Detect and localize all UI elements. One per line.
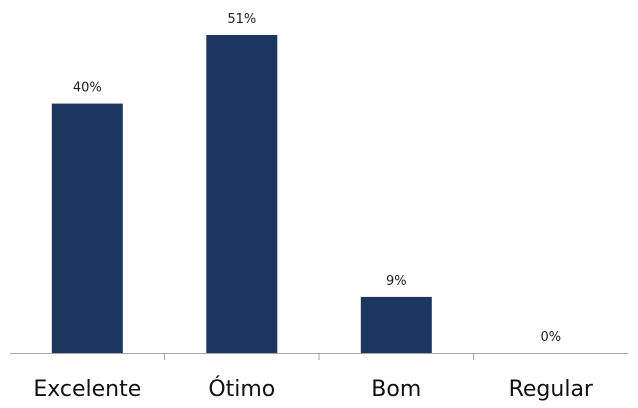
- bar-excelente: [51, 103, 123, 353]
- value-label-otimo: 51%: [227, 12, 256, 27]
- category-label-regular: Regular: [509, 377, 594, 402]
- value-labels-group: 40% 51% 9% 0%: [73, 12, 561, 345]
- category-label-excelente: Excelente: [33, 377, 141, 402]
- value-label-regular: 0%: [540, 330, 561, 345]
- x-axis-ticks-group: [164, 353, 474, 360]
- category-label-otimo: Ótimo: [208, 376, 275, 402]
- category-label-bom: Bom: [371, 377, 421, 402]
- bars-group: [51, 35, 432, 353]
- bar-bom: [360, 296, 432, 353]
- bar-otimo: [206, 35, 278, 353]
- category-labels-group: Excelente Ótimo Bom Regular: [33, 376, 594, 402]
- value-label-bom: 9%: [386, 274, 407, 289]
- value-label-excelente: 40%: [73, 81, 102, 96]
